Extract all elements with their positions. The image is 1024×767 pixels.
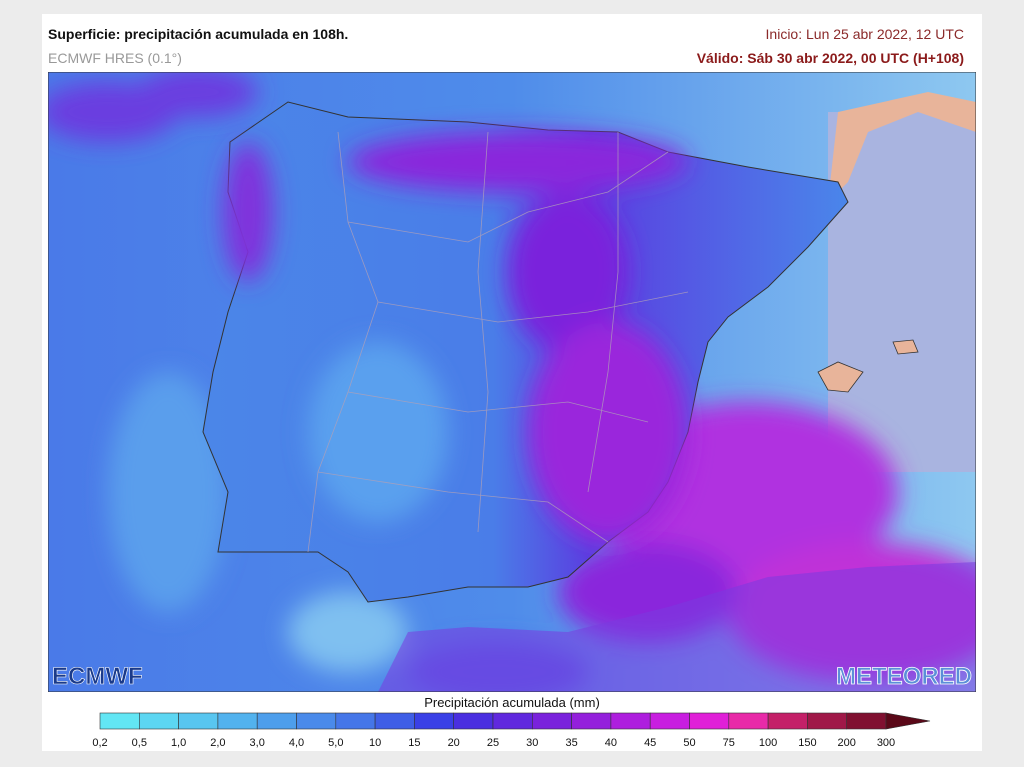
legend-swatch (728, 712, 769, 730)
legend-label: 0,5 (132, 737, 147, 749)
region-borders (307, 131, 689, 553)
legend-swatch (649, 712, 690, 730)
legend-swatch (571, 712, 612, 730)
legend-label: 1,0 (171, 737, 186, 749)
legend-label: 100 (759, 737, 777, 749)
africa-land (378, 562, 976, 692)
legend-label: 0,2 (92, 737, 107, 749)
mediterranean-east (828, 112, 976, 472)
init-time: Inicio: Lun 25 abr 2022, 12 UTC (765, 26, 964, 42)
france-land (828, 92, 976, 202)
legend-swatch (178, 712, 219, 730)
legend-title: Precipitación acumulada (mm) (424, 695, 600, 710)
model-label: ECMWF HRES (0.1°) (48, 50, 182, 66)
legend-label: 75 (723, 737, 735, 749)
ecmwf-logo: ECMWF (52, 663, 143, 690)
legend-swatch (807, 712, 848, 730)
legend-swatch (139, 712, 179, 730)
legend-swatch (767, 712, 808, 730)
land-precip (223, 132, 688, 542)
legend-swatch (99, 712, 140, 730)
legend-swatch (846, 712, 887, 730)
panel: Superficie: precipitación acumulada en 1… (42, 14, 982, 751)
legend-label: 5,0 (328, 737, 343, 749)
legend-label: 25 (487, 737, 499, 749)
legend-label: 30 (526, 737, 538, 749)
legend-label: 2,0 (210, 737, 225, 749)
legend-label: 50 (683, 737, 695, 749)
legend-swatch (374, 712, 415, 730)
legend-swatch (492, 712, 533, 730)
map-title: Superficie: precipitación acumulada en 1… (48, 26, 349, 42)
legend-label: 10 (369, 737, 381, 749)
legend-swatch (689, 712, 730, 730)
legend-swatch (217, 712, 258, 730)
legend-swatch (256, 712, 297, 730)
legend-label: 40 (605, 737, 617, 749)
legend-swatch (414, 712, 454, 730)
colorbar: 0,2 0,5 1,0 2,0 3,0 4,0 5,0 10 15 20 25 30 35 40 45 50 7… (92, 712, 931, 749)
menorca (892, 339, 919, 355)
mallorca (817, 361, 864, 393)
legend-label: 35 (565, 737, 577, 749)
legend-label: 300 (877, 737, 895, 749)
meteored-logo: METEORED (836, 663, 972, 690)
legend-swatch (610, 712, 651, 730)
legend-swatch (335, 712, 376, 730)
legend-label: 20 (448, 737, 460, 749)
legend-label: 45 (644, 737, 656, 749)
legend-label: 150 (798, 737, 816, 749)
legend-arrow (885, 712, 931, 730)
legend-swatch (531, 712, 572, 730)
legend-label: 15 (408, 737, 420, 749)
legend-swatch (296, 712, 337, 730)
legend-label: 4,0 (289, 737, 304, 749)
legend-label: 3,0 (250, 737, 265, 749)
valid-time: Válido: Sáb 30 abr 2022, 00 UTC (H+108) (696, 50, 964, 66)
legend-swatch (453, 712, 494, 730)
map: ECMWF METEORED (48, 72, 976, 692)
legend-label: 200 (838, 737, 856, 749)
